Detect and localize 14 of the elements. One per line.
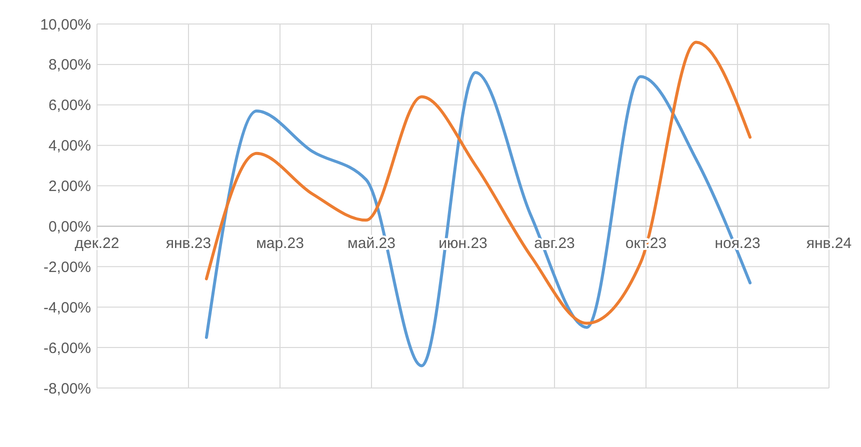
- y-tick-label: -2,00%: [43, 258, 91, 276]
- y-tick-label: -4,00%: [43, 299, 91, 316]
- x-tick-label: дек.22: [74, 235, 120, 252]
- y-tick-label: 6,00%: [48, 97, 91, 114]
- y-tick-label: -6,00%: [43, 340, 91, 357]
- y-tick-label: -8,00%: [43, 380, 91, 398]
- x-tick-label: мар.23: [256, 235, 304, 252]
- y-tick-label: 0,00%: [48, 218, 91, 236]
- x-tick-label: янв.23: [166, 235, 212, 252]
- y-tick-label: 10,00%: [40, 16, 91, 34]
- y-tick-label: 2,00%: [48, 178, 91, 196]
- x-tick-label: янв.24: [806, 235, 852, 252]
- y-tick-label: 8,00%: [48, 56, 91, 74]
- y-tick-label: 4,00%: [48, 138, 91, 155]
